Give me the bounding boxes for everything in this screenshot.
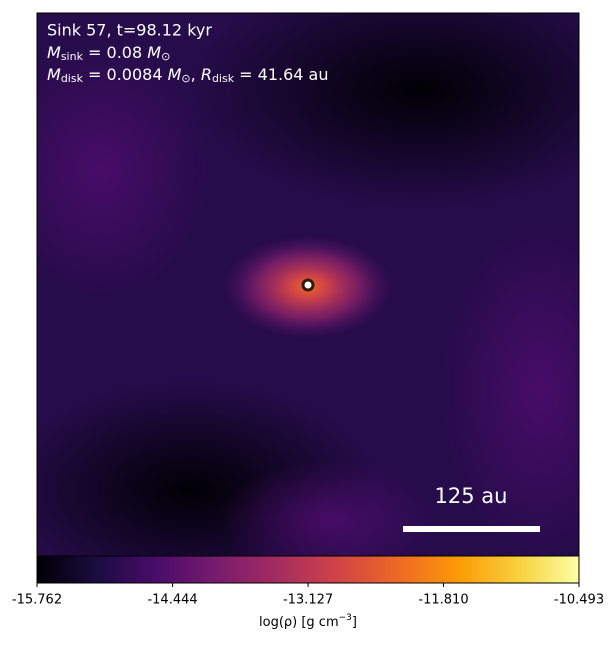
- colorbar-ticks: -15.762 -14.444 -13.127 -11.810 -10.493: [12, 583, 604, 608]
- tick-label: -10.493: [554, 593, 604, 608]
- subscript: sink: [61, 50, 84, 63]
- value: = 0.0084: [83, 65, 168, 84]
- value: = 0.08: [83, 43, 147, 62]
- symbol: R: [201, 65, 212, 84]
- tick-label: -13.127: [283, 593, 333, 608]
- unit: M: [168, 65, 182, 84]
- separator: ,: [191, 65, 201, 84]
- symbol: M: [47, 65, 61, 84]
- value: = 41.64 au: [234, 65, 328, 84]
- label-end: ]: [352, 615, 357, 630]
- tick-label: -14.444: [147, 593, 197, 608]
- sink-mass: Msink = 0.08 M⊙: [47, 43, 170, 64]
- subscript: disk: [212, 72, 235, 85]
- tick-label: -15.762: [12, 593, 62, 608]
- exponent: −3: [339, 613, 352, 623]
- symbol: M: [47, 43, 61, 62]
- unit-sub: ⊙: [181, 72, 190, 85]
- colorbar-label: log(ρ) [g cm−3]: [259, 613, 357, 630]
- scale-bar: [403, 526, 540, 532]
- subscript: disk: [61, 72, 84, 85]
- density-field: [37, 13, 579, 556]
- disk-props: Mdisk = 0.0084 M⊙, Rdisk = 41.64 au: [47, 65, 329, 86]
- unit-sub: ⊙: [161, 50, 170, 63]
- colorbar: [36, 555, 580, 584]
- unit: M: [147, 43, 161, 62]
- tick-label: -11.810: [418, 593, 468, 608]
- scale-bar-label: 125 au: [435, 484, 508, 508]
- title: Sink 57, t=98.12 kyr: [47, 21, 212, 40]
- label: log(ρ) [g cm: [259, 615, 339, 630]
